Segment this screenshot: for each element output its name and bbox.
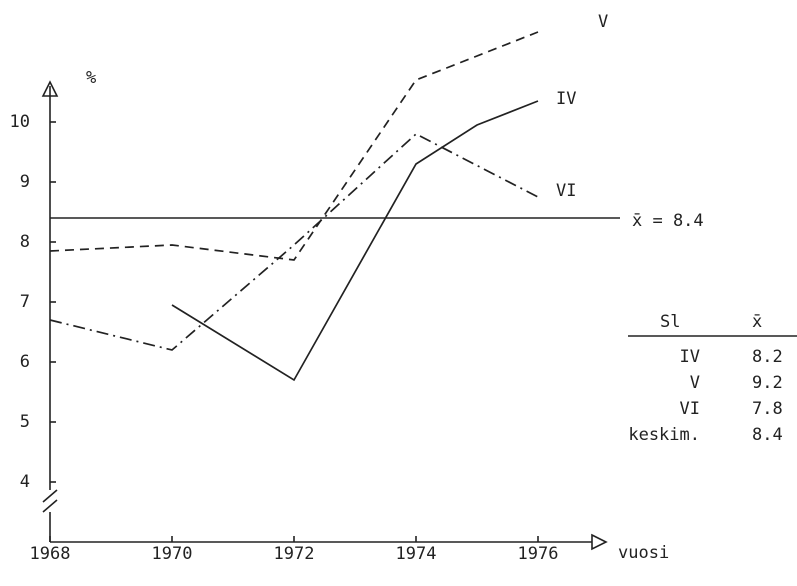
y-tick-label: 6 xyxy=(20,352,30,372)
table-cell: V xyxy=(690,373,700,393)
y-tick-label: 8 xyxy=(20,232,30,252)
y-tick-label: 10 xyxy=(10,112,30,132)
y-tick-label: 4 xyxy=(20,472,30,492)
table-cell: keskim. xyxy=(628,425,700,445)
series-label: IV xyxy=(556,89,576,109)
mean-label: x̄ = 8.4 xyxy=(632,211,704,231)
y-tick-label: 5 xyxy=(20,412,30,432)
table-cell: IV xyxy=(680,347,700,367)
table-cell: 8.4 xyxy=(752,425,783,445)
series-line xyxy=(49,31,539,261)
table-header: x̄ xyxy=(752,312,762,332)
x-tick-label: 1974 xyxy=(396,544,437,564)
y-axis-arrow xyxy=(41,80,59,97)
table-header: Sl xyxy=(660,312,680,332)
series-line xyxy=(171,100,539,382)
series-line xyxy=(49,132,539,351)
series-label: V xyxy=(598,12,608,32)
x-tick-label: 1968 xyxy=(30,544,71,564)
y-unit: % xyxy=(86,68,96,88)
x-axis-label: vuosi xyxy=(618,543,669,563)
table-cell: VI xyxy=(680,399,700,419)
x-tick-label: 1970 xyxy=(152,544,193,564)
x-tick-label: 1972 xyxy=(274,544,315,564)
y-tick-label: 7 xyxy=(20,292,30,312)
table-cell: 9.2 xyxy=(752,373,783,393)
x-axis-arrow xyxy=(591,533,608,551)
x-tick-label: 1976 xyxy=(518,544,559,564)
table-cell: 7.8 xyxy=(752,399,783,419)
series-label: VI xyxy=(556,181,576,201)
axis-break xyxy=(42,489,58,513)
table-cell: 8.2 xyxy=(752,347,783,367)
y-tick-label: 9 xyxy=(20,172,30,192)
